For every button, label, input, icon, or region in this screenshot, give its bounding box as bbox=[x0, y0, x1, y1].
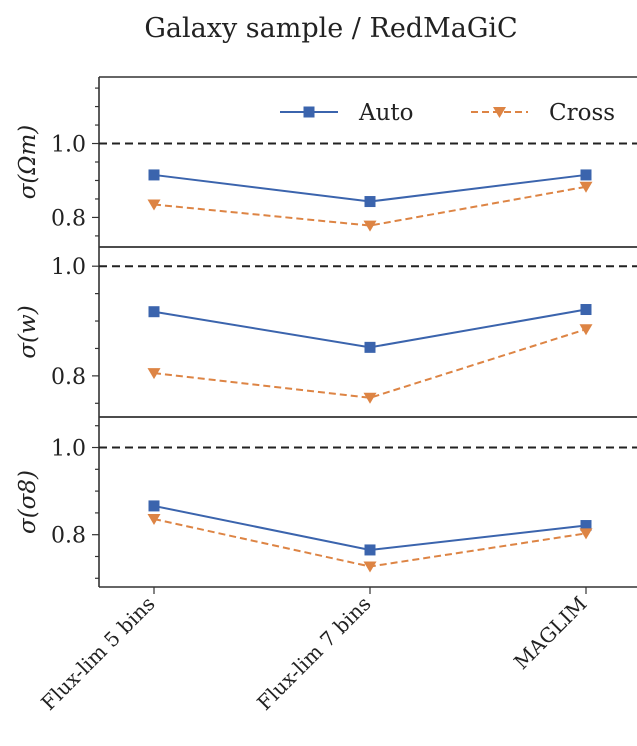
data-point-cross bbox=[579, 181, 593, 193]
panel-0: 0.8 1.0 σ(Ωm) bbox=[15, 76, 637, 248]
y-axis-label: σ(w) bbox=[15, 305, 41, 358]
legend-label-auto: Auto bbox=[358, 100, 414, 126]
data-point-auto bbox=[580, 520, 592, 532]
data-point-auto bbox=[364, 196, 376, 208]
data-point-cross bbox=[363, 392, 377, 404]
x-axis-ticks: Flux-lim 5 bins Flux-lim 7 bins MAGLIM bbox=[36, 587, 592, 715]
x-tick-label: MAGLIM bbox=[509, 592, 591, 674]
panel-2: 0.8 1.0 σ(σ8) bbox=[15, 416, 637, 588]
data-point-cross bbox=[579, 528, 593, 540]
data-point-auto bbox=[364, 341, 376, 353]
series-line-auto bbox=[153, 308, 587, 349]
data-point-cross bbox=[147, 514, 161, 525]
x-tick-label: Flux-lim 7 bins bbox=[252, 592, 375, 715]
data-point-auto bbox=[148, 306, 160, 318]
data-point-auto bbox=[148, 500, 160, 512]
series-line-cross bbox=[153, 328, 587, 399]
data-point-cross bbox=[147, 368, 161, 380]
y-tick-label: 0.8 bbox=[51, 365, 86, 390]
data-point-auto bbox=[580, 304, 592, 316]
data-point-cross bbox=[363, 220, 377, 232]
legend: Auto Cross bbox=[280, 100, 615, 126]
data-point-auto bbox=[364, 544, 376, 556]
y-tick-label: 1.0 bbox=[51, 133, 86, 158]
series-line-cross bbox=[153, 518, 587, 568]
legend-label-cross: Cross bbox=[549, 100, 615, 126]
legend-marker-auto bbox=[303, 106, 315, 118]
y-tick-label: 1.0 bbox=[51, 255, 86, 280]
data-point-auto bbox=[148, 169, 160, 181]
y-tick-label: 1.0 bbox=[51, 437, 86, 462]
data-point-cross bbox=[579, 324, 593, 336]
data-point-cross bbox=[147, 199, 161, 211]
series-line-cross bbox=[153, 185, 587, 227]
x-tick-label: Flux-lim 5 bins bbox=[36, 592, 159, 715]
y-axis-label: σ(σ8) bbox=[15, 470, 41, 534]
y-axis-label: σ(Ωm) bbox=[15, 125, 41, 200]
y-tick-label: 0.8 bbox=[51, 206, 86, 231]
panels: 0.8 1.0 σ(Ωm) 0.8 1.0 σ(w) 0.8 1.0 σ(σ8) bbox=[15, 76, 637, 588]
chart-title: Galaxy sample / RedMaGiC bbox=[144, 13, 517, 44]
y-tick-label: 0.8 bbox=[51, 524, 86, 549]
panel-1: 0.8 1.0 σ(w) bbox=[15, 246, 637, 418]
data-point-cross bbox=[363, 561, 377, 573]
data-point-auto bbox=[580, 169, 592, 181]
legend-marker-cross bbox=[493, 107, 506, 118]
